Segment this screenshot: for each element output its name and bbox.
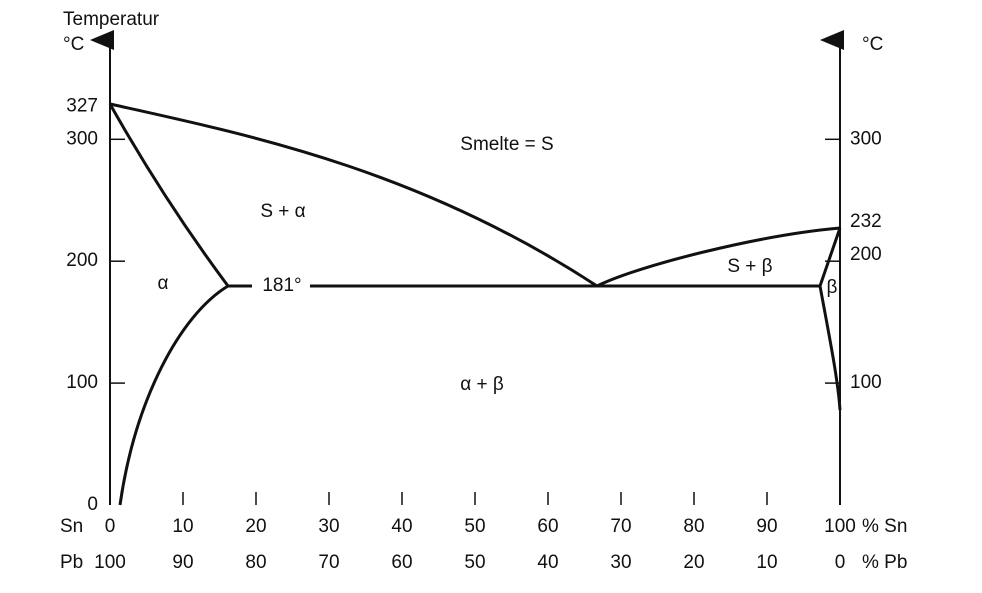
y-tick-label: 300 <box>850 128 882 149</box>
region-label: 181° <box>262 275 301 296</box>
y-tick-label: 100 <box>66 372 98 393</box>
unit: % Pb <box>862 552 907 573</box>
x-tick-label: 10 <box>172 516 193 537</box>
solvus-right <box>818 285 842 411</box>
region-label: β <box>827 277 838 298</box>
x-tick-label: 60 <box>537 516 558 537</box>
x-tick-label: 90 <box>172 552 193 573</box>
y-tick-label: 327 <box>66 95 98 116</box>
region-label: S + β <box>727 256 772 277</box>
x-tick-label: 70 <box>318 552 339 573</box>
row-label: Pb <box>60 552 83 573</box>
y-tick-label: 200 <box>66 250 98 271</box>
y-tick-label: 232 <box>850 211 882 232</box>
x-tick-label: 0 <box>835 552 846 573</box>
y-tick-label: 0 <box>87 494 98 515</box>
solidus-left <box>108 103 230 287</box>
region-label: α + β <box>460 374 504 395</box>
x-tick-label: 80 <box>245 552 266 573</box>
x-tick-label: 0 <box>105 516 116 537</box>
x-tick-label: 40 <box>537 552 558 573</box>
region-label: S + α <box>260 201 305 222</box>
solvus-left <box>118 284 229 506</box>
y-tick-label: 200 <box>850 244 882 265</box>
y-title: Temperatur <box>63 9 160 30</box>
x-tick-label: 10 <box>756 552 777 573</box>
x-tick-label: 100 <box>94 552 126 573</box>
region-label: α <box>158 273 169 294</box>
x-tick-label: 30 <box>318 516 339 537</box>
x-tick-label: 70 <box>610 516 631 537</box>
liquidus-left <box>109 102 598 288</box>
region-label: Smelte = S <box>460 134 553 155</box>
y-tick-label: 300 <box>66 128 98 149</box>
x-tick-label: 30 <box>610 552 631 573</box>
unit: % Sn <box>862 516 907 537</box>
x-tick-label: 20 <box>683 552 704 573</box>
y-tick-label: 100 <box>850 372 882 393</box>
unit: °C <box>862 34 883 55</box>
unit: °C <box>63 34 84 55</box>
solidus-right <box>818 227 842 287</box>
liquidus-right <box>596 226 841 288</box>
x-tick-label: 80 <box>683 516 704 537</box>
x-tick-label: 60 <box>391 552 412 573</box>
x-tick-label: 50 <box>464 516 485 537</box>
x-tick-label: 50 <box>464 552 485 573</box>
x-tick-label: 100 <box>824 516 856 537</box>
row-label: Sn <box>60 516 83 537</box>
x-tick-label: 40 <box>391 516 412 537</box>
x-tick-label: 20 <box>245 516 266 537</box>
x-tick-label: 90 <box>756 516 777 537</box>
